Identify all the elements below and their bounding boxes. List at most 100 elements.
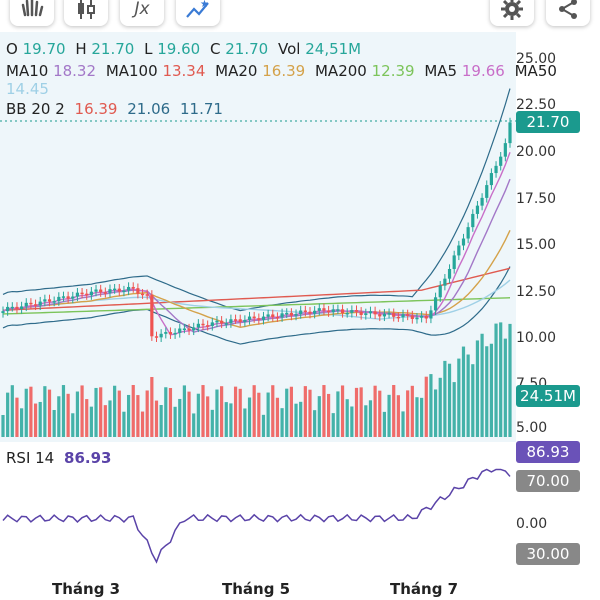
candle-body (71, 296, 75, 299)
candle-body (326, 310, 331, 313)
volume-bar (85, 399, 89, 437)
volume-bar (1, 415, 5, 437)
candle-body (168, 332, 173, 335)
settings-button[interactable] (490, 0, 534, 26)
candle-body (494, 165, 498, 174)
candle-body (373, 311, 377, 315)
volume-bar (471, 364, 475, 437)
volume-bar (322, 385, 326, 437)
price-tick: 15.00 (516, 237, 557, 253)
candle-body (99, 289, 103, 293)
settings-icon (501, 0, 523, 20)
ma20-line (2, 229, 511, 329)
volume-bar (503, 338, 507, 437)
volume-bar (20, 408, 24, 437)
volume-bar (443, 360, 447, 437)
candle-body (364, 313, 368, 315)
ma200-value: 12.39 (371, 62, 415, 80)
candle-body (252, 316, 256, 319)
main-chart-area[interactable] (0, 32, 516, 442)
volume-bar (75, 391, 80, 437)
bb-lower-value: 11.71 (180, 100, 223, 118)
candle-body (182, 328, 187, 331)
bb-label: BB 20 2 (6, 100, 65, 118)
price-tick: 12.50 (516, 284, 557, 300)
candle-body (224, 323, 228, 325)
rsi-value: 86.93 (64, 449, 112, 467)
volume-bar (508, 323, 512, 437)
volume-bar (354, 387, 359, 437)
candle-body (229, 319, 233, 324)
candle-body (471, 213, 475, 228)
candle-body (154, 336, 159, 338)
volume-bar (475, 340, 480, 437)
ma50-legend-line: 14.45 (6, 80, 49, 98)
candle-body (438, 285, 442, 298)
chart-type-button[interactable] (64, 0, 108, 26)
candle-body (461, 238, 466, 246)
candle-body (247, 316, 252, 320)
candle-body (29, 302, 33, 305)
volume-bar (373, 385, 377, 437)
volume-bar (24, 388, 28, 437)
candle-body (415, 317, 419, 320)
candle-body (475, 205, 480, 214)
candle-body (43, 299, 47, 302)
volume-bar (220, 386, 224, 437)
volume-bar (108, 400, 112, 437)
price-tick: 20.00 (516, 144, 557, 160)
share-button[interactable] (546, 0, 590, 26)
candle-body (89, 291, 93, 296)
volume-bar (206, 396, 210, 437)
volume-bar (340, 385, 345, 437)
volume-bar (499, 322, 503, 437)
volume-bar (438, 377, 442, 437)
open-label: O (6, 40, 18, 58)
volume-bar (15, 397, 19, 437)
ma5-value: 19.66 (461, 62, 505, 80)
volume-bar (178, 398, 182, 437)
candle-body (15, 306, 19, 310)
candle-body (145, 294, 149, 296)
last-price-tag: 21.70 (516, 111, 580, 133)
candle-body (243, 319, 247, 322)
volume-bar (168, 388, 173, 437)
volume-bar (331, 413, 335, 437)
candle-body (354, 310, 359, 312)
candle-body (6, 306, 10, 312)
candle-body (1, 311, 5, 314)
volume-bar (150, 377, 154, 437)
candle-body (485, 185, 489, 198)
indicator-button[interactable]: ★ (176, 0, 220, 26)
candle-body (126, 286, 131, 291)
candle-body (136, 288, 140, 294)
candle-body (443, 278, 447, 286)
volume-bar (117, 390, 121, 437)
candle-body (480, 197, 484, 206)
volume-bar (247, 397, 252, 437)
candle-body (508, 122, 512, 144)
candle-body (280, 313, 284, 318)
candle-body (447, 268, 452, 279)
volume-bar (215, 389, 219, 437)
volume-bar (350, 406, 354, 437)
volume-bar (429, 374, 433, 437)
hand-tool-button[interactable] (10, 0, 54, 26)
rsi-legend: RSI 14 86.93 (6, 449, 111, 467)
candle-body (173, 332, 177, 335)
ma50-label: MA50 (514, 62, 557, 80)
high-label: H (75, 40, 87, 58)
candlestick-icon (78, 0, 95, 19)
toolbar: Jx ★ (0, 0, 600, 30)
candle-body (382, 313, 387, 317)
bb-upper-value: 21.06 (127, 100, 171, 118)
volume-bar (173, 406, 177, 437)
candle-body (359, 311, 363, 315)
candle-body (396, 316, 400, 319)
volume-bar (10, 385, 14, 437)
function-button[interactable]: Jx (120, 0, 164, 26)
volume-bar (382, 411, 387, 437)
volume-bar (452, 382, 456, 437)
volume-bar (43, 386, 47, 437)
